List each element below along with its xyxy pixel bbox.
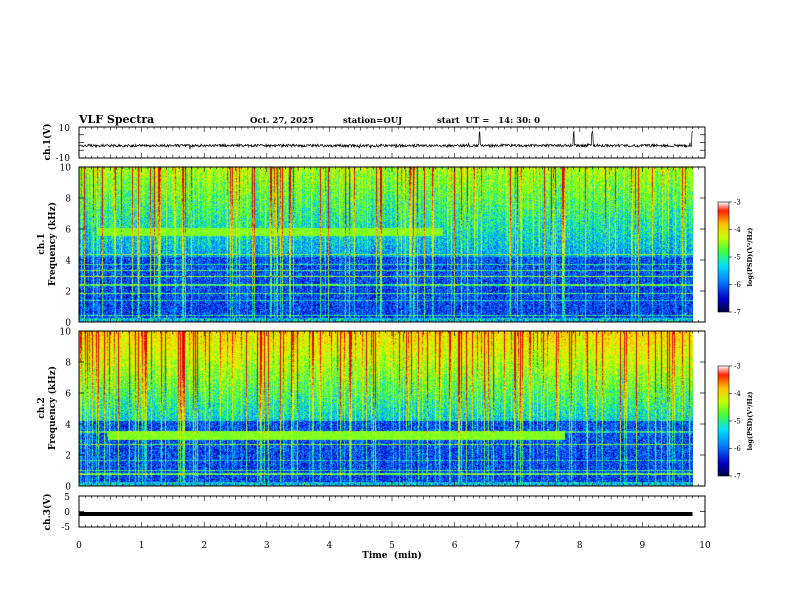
- colorbar-tick-label: -7: [734, 309, 741, 317]
- y-tick-label: 8: [65, 195, 71, 205]
- x-tick-label: 4: [327, 541, 333, 551]
- x-tick-label: 5: [389, 541, 395, 551]
- ch1-spectrogram-ytick-labels: 0 2 4 6 8 10: [60, 164, 72, 329]
- x-tick-label: 3: [264, 541, 270, 551]
- colorbar-tick-label: -7: [734, 473, 741, 481]
- ch3-ytick-mid: 0: [64, 508, 70, 518]
- start-time-label: start UT = 14: 30: 0: [437, 116, 540, 126]
- ch2-colorbar-label: log(PSD)(V²/Hz): [746, 392, 754, 451]
- ch1-waveform-ylabel: ch.1(V): [42, 124, 53, 161]
- ch3-waveform-panel: 5 0 -5 ch.3(V): [42, 493, 706, 533]
- ch2-spectrogram-ytick-labels: 0 2 4 6 8 10: [60, 328, 72, 493]
- colorbar-tick-label: -4: [734, 390, 741, 398]
- x-tick-label: 9: [640, 541, 646, 551]
- ch1-waveform-ticks: [78, 126, 706, 159]
- x-tick-label: 10: [699, 541, 711, 551]
- station-label: station=OUJ: [343, 116, 402, 126]
- colorbar-tick-label: -5: [734, 418, 741, 426]
- x-axis-tick-labels: 0 1 2 3 4 5 6 7 8 9 10: [76, 541, 711, 551]
- ch1-ytick-bottom: -10: [56, 154, 71, 164]
- ch2-colorbar-ticks: -3 -4 -5 -6 -7: [729, 363, 741, 481]
- x-tick-label: 6: [452, 541, 458, 551]
- y-tick-label: 4: [65, 421, 71, 431]
- ch2-spectrogram-ticks: [78, 330, 706, 487]
- ch1-colorbar: [717, 201, 730, 313]
- y-tick-label: 10: [60, 164, 72, 174]
- y-tick-label: 0: [65, 483, 71, 493]
- x-axis-label: Time (min): [362, 550, 422, 561]
- colorbar-tick-label: -6: [734, 445, 741, 453]
- ch3-ytick-bottom: -5: [61, 523, 70, 533]
- y-tick-label: 6: [65, 390, 71, 400]
- ch2-spectrogram-ylabel: Frequency (kHz): [47, 366, 58, 450]
- x-tick-label: 0: [76, 541, 82, 551]
- x-tick-label: 2: [201, 541, 207, 551]
- y-tick-label: 2: [65, 288, 71, 298]
- y-tick-label: 2: [65, 452, 71, 462]
- ch1-colorbar-label: log(PSD)(V²/Hz): [746, 228, 754, 287]
- ch1-colorbar-ticks: -3 -4 -5 -6 -7: [729, 199, 741, 317]
- ch2-spectrogram-ylabel-channel: ch.2: [37, 397, 47, 418]
- ch1-spectrogram-ticks: [78, 166, 706, 323]
- colorbar-tick-label: -4: [734, 226, 741, 234]
- ch1-waveform-panel: 10 -10 ch.1(V): [42, 124, 706, 164]
- ch3-ytick-top: 5: [64, 493, 70, 503]
- ch2-colorbar: [717, 365, 730, 477]
- date-label: Oct. 27, 2025: [250, 116, 314, 126]
- ch1-spectrogram-ylabel: Frequency (kHz): [47, 202, 58, 286]
- y-tick-label: 10: [60, 328, 72, 338]
- ch1-ytick-top: 10: [59, 124, 71, 134]
- figure-title: VLF Spectra: [78, 113, 154, 126]
- y-tick-label: 6: [65, 226, 71, 236]
- colorbar-tick-label: -3: [734, 363, 741, 371]
- colorbar-tick-label: -5: [734, 254, 741, 262]
- y-tick-label: 0: [65, 319, 71, 329]
- x-tick-label: 7: [514, 541, 520, 551]
- ch3-waveform-frame: [78, 495, 706, 528]
- colorbar-tick-label: -6: [734, 281, 741, 289]
- y-tick-label: 4: [65, 257, 71, 267]
- ch1-waveform-frame: [78, 126, 706, 159]
- y-tick-label: 8: [65, 359, 71, 369]
- ch3-waveform-ticks: [78, 495, 706, 528]
- x-tick-label: 8: [577, 541, 583, 551]
- x-tick-label: 1: [139, 541, 145, 551]
- ch1-waveform-trace: [79, 129, 693, 150]
- ch2-spectrogram-image: [79, 331, 693, 486]
- ch3-waveform-ylabel: ch.3(V): [42, 494, 53, 531]
- ch1-spectrogram-image: [79, 167, 693, 322]
- colorbar-tick-label: -3: [734, 199, 741, 207]
- ch1-spectrogram-ylabel-channel: ch.1: [37, 233, 47, 254]
